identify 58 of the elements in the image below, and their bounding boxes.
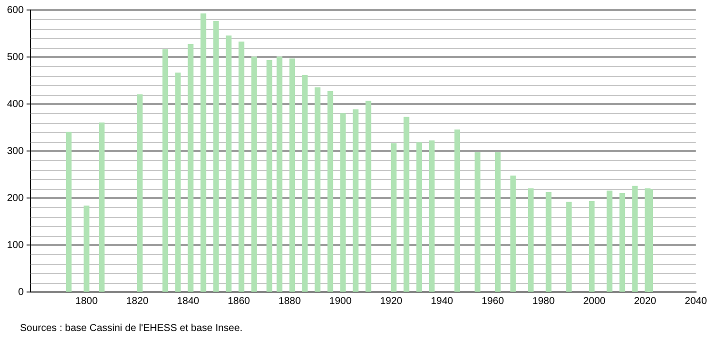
- x-tick-label: 1940: [430, 296, 454, 307]
- y-tick-label: 600: [6, 4, 24, 16]
- y-tick-label: 100: [6, 240, 24, 251]
- bar: [454, 130, 460, 292]
- bar: [510, 176, 516, 292]
- bar: [213, 20, 219, 292]
- x-tick-label: 2000: [583, 296, 606, 307]
- bar: [84, 206, 90, 292]
- bar: [566, 202, 572, 292]
- bar: [495, 152, 501, 292]
- y-tick-label: 200: [6, 192, 24, 204]
- bar: [302, 75, 308, 292]
- x-tick-label: 1880: [278, 296, 302, 307]
- bar: [588, 200, 595, 292]
- bar: [327, 90, 334, 292]
- bar: [162, 49, 168, 292]
- bar: [528, 188, 534, 292]
- bar: [226, 36, 232, 292]
- bar: [632, 186, 638, 292]
- x-tick-label: 1800: [75, 296, 98, 307]
- bar: [606, 190, 612, 292]
- x-tick-label: 1820: [126, 296, 149, 307]
- y-tick-label: 0: [18, 286, 24, 298]
- bar: [390, 143, 397, 292]
- x-tick-label: 1980: [532, 296, 556, 307]
- x-tick-label: 2020: [634, 296, 657, 307]
- bar: [404, 116, 410, 292]
- bar: [429, 140, 435, 292]
- bar: [98, 122, 105, 292]
- bar: [366, 100, 372, 292]
- x-tick-label: 1920: [380, 296, 403, 307]
- x-tick-label: 1960: [482, 296, 504, 307]
- bar: [266, 60, 272, 292]
- bar: [276, 56, 282, 292]
- bar: [340, 113, 346, 292]
- y-tick-label: 500: [6, 52, 24, 63]
- y-tick-label: 300: [6, 146, 24, 157]
- source-note: Sources : base Cassini de l'EHESS et base Insee.: [20, 322, 243, 334]
- x-tick-label: 1900: [329, 296, 352, 307]
- bar: [66, 132, 72, 292]
- bar: [188, 44, 194, 292]
- bar: [289, 58, 296, 292]
- bar: [175, 72, 181, 292]
- x-tick-label: 2040: [684, 296, 708, 307]
- bar: [647, 189, 654, 292]
- bar: [546, 192, 552, 292]
- bar: [200, 13, 206, 292]
- x-tick-label: 1840: [176, 296, 200, 307]
- bar: [238, 42, 244, 292]
- y-tick-label: 400: [6, 98, 24, 110]
- bar: [251, 56, 257, 292]
- bar: [137, 94, 143, 292]
- bar: [416, 142, 422, 292]
- bar: [352, 109, 358, 292]
- x-tick-label: 1860: [228, 296, 250, 307]
- bar: [314, 87, 320, 292]
- bar: [474, 152, 480, 292]
- bar: [619, 192, 626, 292]
